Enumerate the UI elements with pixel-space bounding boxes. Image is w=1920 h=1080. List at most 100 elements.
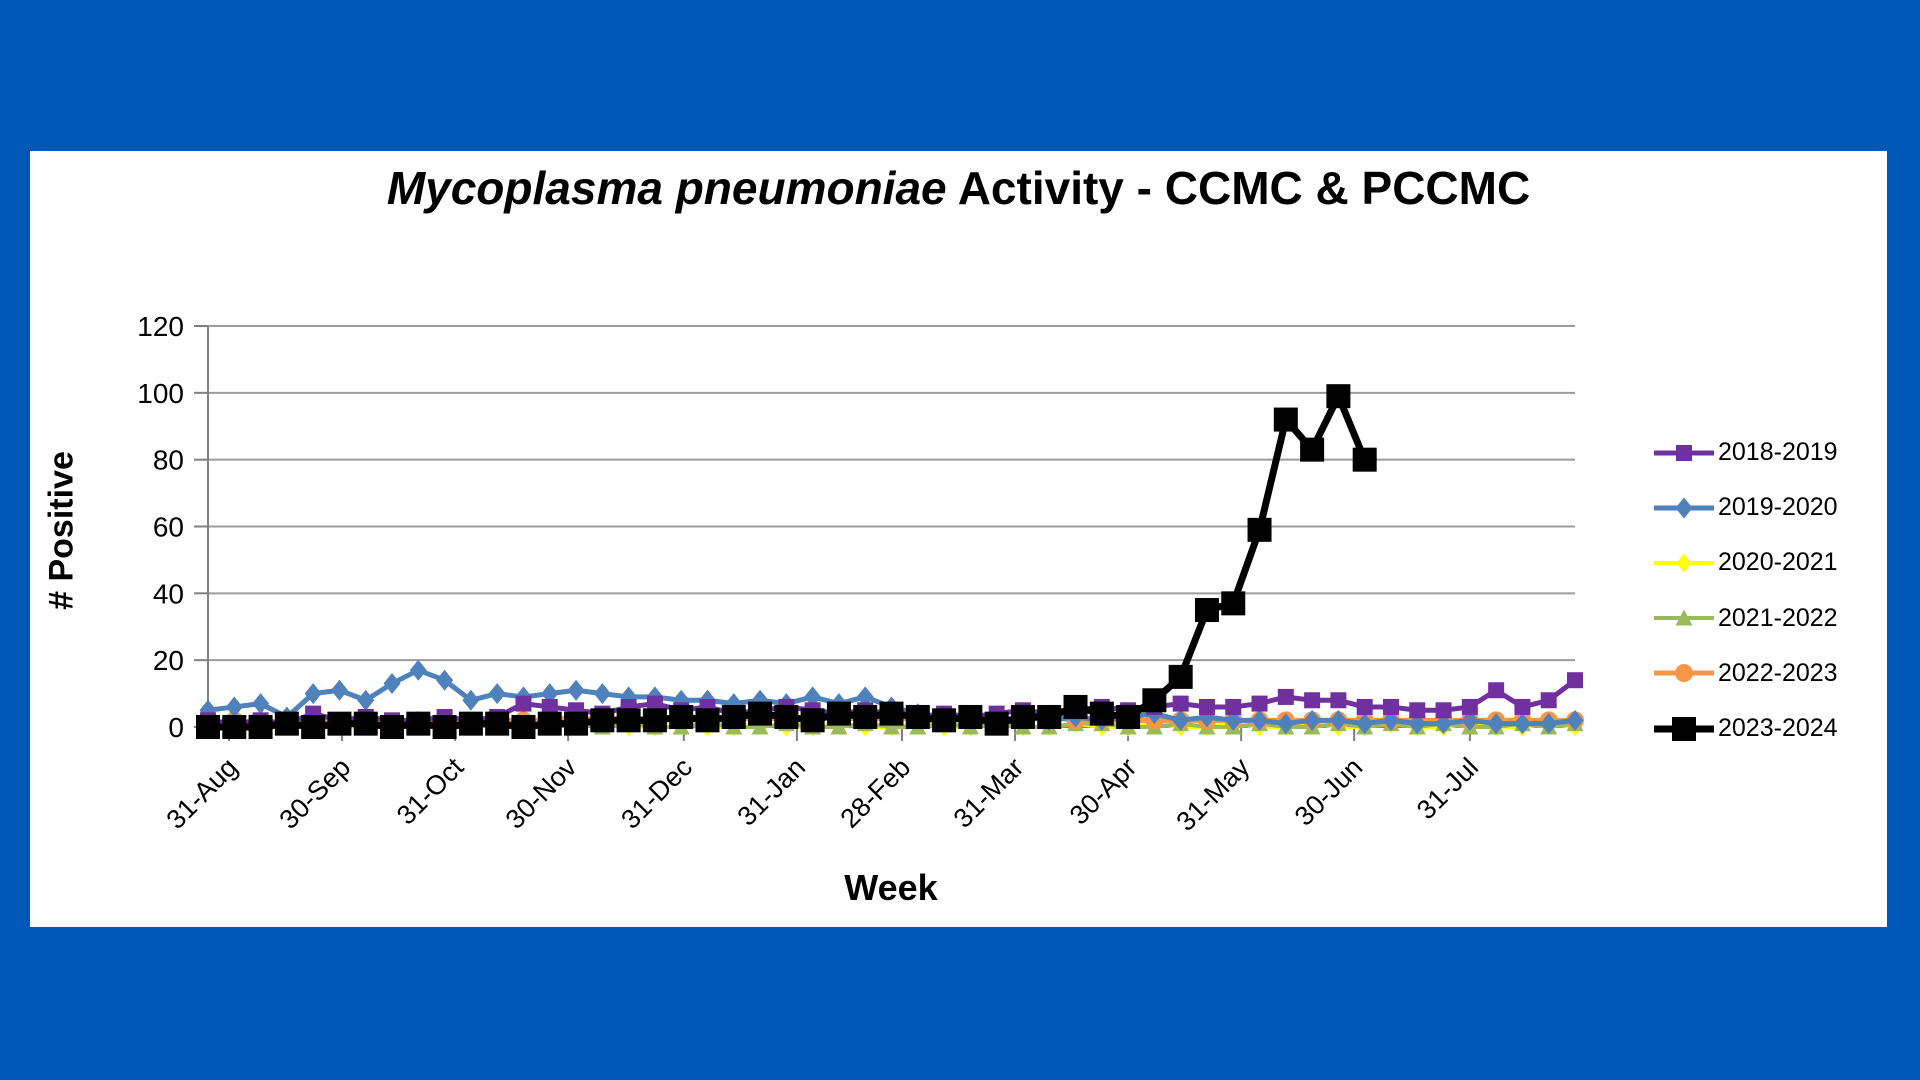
series-marker-2018-2019 — [646, 695, 663, 712]
legend-label-2019-2020: 2019-2020 — [1718, 493, 1838, 522]
series-marker-2023-2024 — [984, 711, 1009, 736]
series-marker-2023-2024 — [380, 715, 405, 739]
series-marker-2023-2024 — [879, 701, 904, 726]
series-marker-2021-2022 — [883, 718, 900, 735]
x-tick-label-31-Oct: 31-Oct — [391, 752, 470, 831]
series-marker-2023-2024 — [642, 708, 667, 733]
y-tick-label-100: 100 — [137, 378, 184, 409]
series-marker-2023-2024 — [826, 701, 851, 726]
series-marker-2023-2024 — [905, 704, 930, 729]
series-marker-2023-2024 — [1089, 701, 1114, 726]
chart-title-species: Mycoplasma pneumoniae — [386, 162, 947, 214]
series-marker-2023-2024 — [1326, 384, 1351, 409]
x-tick-label-31-Mar: 31-Mar — [948, 752, 1030, 834]
series-marker-2018-2019 — [1409, 702, 1426, 719]
legend-item-2019-2020: 2019-2020 — [1652, 480, 1838, 535]
series-marker-2019-2020 — [252, 693, 270, 715]
series-marker-2023-2024 — [458, 711, 483, 736]
series-marker-2023-2024 — [353, 711, 378, 736]
series-marker-2023-2024 — [537, 711, 562, 736]
series-marker-2023-2024 — [1063, 694, 1088, 719]
series-marker-2023-2024 — [721, 704, 746, 729]
series-marker-2019-2020 — [1356, 713, 1374, 735]
series-marker-2023-2024 — [800, 708, 825, 733]
legend-label-2020-2021: 2020-2021 — [1718, 548, 1838, 577]
series-marker-2019-2020 — [1224, 709, 1242, 731]
x-axis-title: Week — [844, 867, 938, 908]
series-marker-2019-2020 — [409, 659, 427, 681]
series-marker-2019-2020 — [804, 686, 822, 708]
y-tick-label-40: 40 — [153, 578, 184, 609]
series-marker-2023-2024 — [432, 715, 457, 739]
chart-panel: Mycoplasma pneumoniae Activity - CCMC & … — [30, 151, 1887, 927]
legend-label-2018-2019: 2018-2019 — [1718, 438, 1838, 467]
series-marker-2023-2024 — [1142, 688, 1167, 713]
legend-marker-2021-2022 — [1654, 609, 1714, 626]
legend: 2018-2019 2019-2020 2020-2021 2021-2022 2022… — [1652, 425, 1838, 756]
series-marker-2023-2024 — [1300, 437, 1325, 462]
series-marker-2018-2019 — [1514, 698, 1531, 715]
series-marker-2018-2019 — [1435, 702, 1452, 719]
series-marker-2018-2019 — [1488, 682, 1505, 699]
chart-title-suffix: Activity - CCMC & PCCMC — [946, 162, 1531, 214]
legend-marker-2020-2021 — [1654, 553, 1714, 573]
x-tick-label-31-Jul: 31-Jul — [1411, 752, 1484, 825]
series-marker-2018-2019 — [1304, 692, 1321, 709]
x-tick-label-31-May: 31-May — [1171, 752, 1256, 837]
x-tick-label-31-Dec: 31-Dec — [615, 752, 698, 835]
series-marker-2019-2020 — [304, 683, 322, 705]
legend-item-2022-2023: 2022-2023 — [1652, 646, 1838, 701]
series-marker-2018-2019 — [1567, 672, 1583, 689]
series-marker-2018-2019 — [1540, 692, 1557, 709]
series-marker-2023-2024 — [274, 711, 299, 736]
series-marker-2023-2024 — [1010, 704, 1035, 729]
x-tick-label-30-Sep: 30-Sep — [274, 752, 357, 835]
series-marker-2019-2020 — [541, 683, 559, 705]
y-axis-title: # Positive — [42, 451, 81, 610]
series-marker-2023-2024 — [958, 704, 983, 729]
series-marker-2019-2020 — [1487, 713, 1505, 735]
legend-item-2020-2021: 2020-2021 — [1652, 535, 1838, 590]
series-marker-2023-2024 — [1037, 704, 1062, 729]
series-marker-2019-2020 — [593, 683, 611, 705]
series-marker-2019-2020 — [488, 683, 506, 705]
series-marker-2023-2024 — [669, 704, 694, 729]
series-marker-2018-2019 — [1330, 692, 1347, 709]
series-marker-2019-2020 — [1382, 709, 1400, 731]
series-marker-2023-2024 — [853, 704, 878, 729]
series-marker-2019-2020 — [1251, 709, 1269, 731]
y-tick-label-80: 80 — [153, 445, 184, 476]
legend-item-2023-2024: 2023-2024 — [1652, 701, 1838, 756]
series-marker-2018-2019 — [1172, 695, 1189, 712]
series-marker-2023-2024 — [406, 711, 431, 736]
series-marker-2021-2022 — [830, 718, 848, 735]
series-marker-2019-2020 — [1277, 713, 1295, 735]
legend-label-2022-2023: 2022-2023 — [1718, 658, 1838, 687]
series-marker-2021-2022 — [751, 718, 769, 735]
series-marker-2023-2024 — [564, 711, 589, 736]
series-marker-2023-2024 — [1352, 447, 1377, 472]
series-marker-2019-2020 — [1408, 713, 1426, 735]
series-marker-2023-2024 — [1168, 664, 1193, 689]
series-marker-2019-2020 — [1513, 713, 1531, 735]
series-marker-2023-2024 — [196, 715, 220, 739]
series-marker-2018-2019 — [1382, 698, 1399, 715]
y-tick-label-120: 120 — [137, 311, 184, 342]
series-marker-2019-2020 — [1461, 709, 1479, 731]
legend-marker-2023-2024 — [1654, 716, 1714, 741]
series-marker-2019-2020 — [330, 679, 348, 701]
y-tick-label-60: 60 — [153, 512, 184, 543]
series-marker-2019-2020 — [1566, 709, 1584, 731]
series-marker-2023-2024 — [1273, 407, 1298, 432]
series-marker-2018-2019 — [515, 695, 532, 712]
series-marker-2019-2020 — [225, 696, 243, 718]
series-marker-2018-2019 — [541, 698, 558, 715]
series-marker-2023-2024 — [748, 701, 773, 726]
series-marker-2023-2024 — [248, 715, 273, 739]
legend-marker-2022-2023 — [1654, 664, 1714, 683]
series-marker-2019-2020 — [1329, 709, 1347, 731]
series-marker-2019-2020 — [1435, 713, 1453, 735]
x-tick-label-28-Feb: 28-Feb — [835, 752, 917, 834]
series-marker-2019-2020 — [856, 686, 874, 708]
